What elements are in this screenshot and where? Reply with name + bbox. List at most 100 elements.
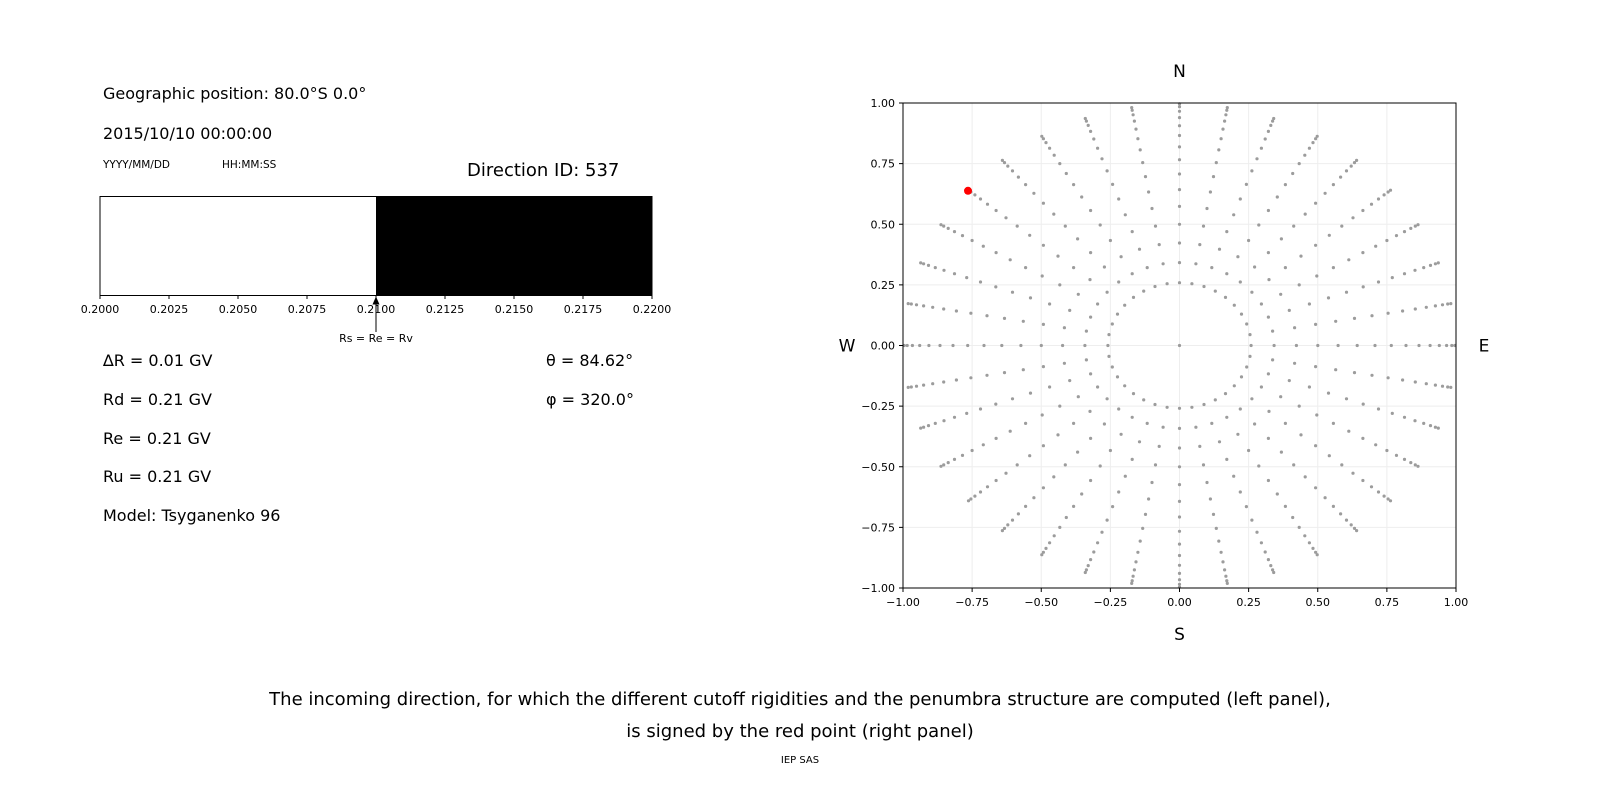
- direction-point: [906, 385, 910, 389]
- direction-point: [1153, 284, 1157, 289]
- direction-point: [1177, 542, 1182, 546]
- direction-point: [1024, 183, 1028, 187]
- direction-point: [1376, 197, 1381, 201]
- direction-point: [1271, 329, 1275, 333]
- direction-point: [1236, 255, 1240, 259]
- direction-point: [1083, 343, 1087, 348]
- direction-point: [1041, 550, 1045, 554]
- direction-point: [1433, 383, 1437, 387]
- direction-point: [1327, 454, 1331, 458]
- direction-point: [1080, 195, 1084, 199]
- direction-point: [1008, 258, 1012, 262]
- direction-point: [1259, 541, 1263, 545]
- direction-point: [1147, 190, 1151, 194]
- direction-point: [1376, 280, 1381, 284]
- direction-point: [1130, 272, 1134, 276]
- direction-point: [1106, 343, 1110, 348]
- marker-arrow-head: [372, 296, 380, 305]
- direction-point: [994, 436, 998, 440]
- direction-point: [1275, 195, 1279, 199]
- direction-point: [1409, 226, 1413, 230]
- direction-point: [1213, 398, 1217, 402]
- direction-point: [1374, 443, 1378, 447]
- direction-point: [1307, 541, 1311, 545]
- direction-point: [1062, 326, 1066, 330]
- direction-point: [1153, 463, 1158, 467]
- direction-point: [1428, 343, 1432, 348]
- direction-point: [926, 263, 931, 267]
- direction-point: [1143, 512, 1148, 516]
- direction-point: [919, 426, 923, 430]
- credit-label: IEP SAS: [780, 755, 820, 766]
- direction-point: [1177, 281, 1182, 285]
- direction-point: [1331, 183, 1335, 187]
- direction-point: [1361, 208, 1365, 213]
- x-tick-label: 0.2000: [81, 303, 120, 316]
- direction-point: [1402, 457, 1407, 461]
- direction-point: [1024, 421, 1028, 425]
- direction-point: [1089, 208, 1093, 213]
- direction-point: [1236, 432, 1240, 436]
- direction-point: [1355, 158, 1359, 162]
- direction-point: [1331, 421, 1335, 425]
- direction-point: [1283, 421, 1287, 425]
- direction-point: [1331, 266, 1335, 270]
- direction-point: [1119, 255, 1123, 259]
- direction-point: [1021, 319, 1025, 323]
- x-tick-label: −1.00: [886, 596, 920, 609]
- direction-point: [1028, 233, 1032, 237]
- direction-point: [1177, 578, 1182, 582]
- direction-point: [1194, 262, 1198, 266]
- direction-point: [1291, 171, 1295, 176]
- direction-point: [969, 376, 973, 380]
- direction-point: [1314, 444, 1318, 448]
- direction-point: [1083, 570, 1087, 575]
- x-tick-label: 0.75: [1375, 596, 1400, 609]
- direction-point: [1267, 278, 1271, 282]
- direction-point: [1388, 188, 1393, 192]
- direction-point: [1347, 258, 1351, 262]
- direction-point: [1000, 529, 1004, 533]
- direction-point: [965, 276, 969, 280]
- direction-point: [1263, 550, 1267, 554]
- direction-point: [1131, 295, 1136, 299]
- x-tick-label: 0.2050: [219, 303, 258, 316]
- direction-point: [942, 224, 946, 228]
- direction-point: [1141, 161, 1145, 165]
- penumbra-segment-forbidden-band: [376, 196, 652, 296]
- direction-point: [1123, 213, 1127, 217]
- direction-point: [1177, 172, 1182, 176]
- direction-point: [1386, 376, 1390, 380]
- direction-point: [952, 272, 957, 276]
- direction-point: [1248, 354, 1252, 358]
- direction-point: [1413, 224, 1417, 228]
- direction-point: [1255, 530, 1259, 534]
- param-delta-r: ∆R = 0.01 GV: [103, 351, 213, 370]
- direction-point: [1413, 419, 1417, 423]
- direction-point: [1232, 213, 1236, 217]
- direction-point: [1449, 302, 1453, 306]
- x-tick-label: −0.50: [1024, 596, 1058, 609]
- direction-point: [1272, 570, 1276, 575]
- direction-point: [1010, 290, 1015, 294]
- direction-point: [1177, 109, 1182, 113]
- direction-point: [1244, 182, 1248, 186]
- direction-point: [1340, 224, 1344, 228]
- direction-point: [1263, 137, 1267, 141]
- direction-point: [1052, 212, 1056, 216]
- direction-point: [1315, 274, 1319, 278]
- direction-point: [1293, 326, 1297, 330]
- direction-point: [1080, 492, 1084, 496]
- direction-point: [1299, 433, 1303, 437]
- param-ru: Ru = 0.21 GV: [103, 467, 212, 487]
- date-format-label: YYYY/MM/DD: [103, 159, 171, 171]
- direction-point: [1402, 230, 1407, 234]
- direction-point: [939, 464, 943, 468]
- direction-point: [1096, 302, 1100, 306]
- direction-point: [1076, 237, 1080, 241]
- direction-point: [1219, 137, 1223, 141]
- direction-point: [1232, 474, 1236, 478]
- direction-point: [1041, 137, 1045, 141]
- direction-point: [1314, 486, 1318, 490]
- x-tick-label: 0.2125: [426, 303, 465, 316]
